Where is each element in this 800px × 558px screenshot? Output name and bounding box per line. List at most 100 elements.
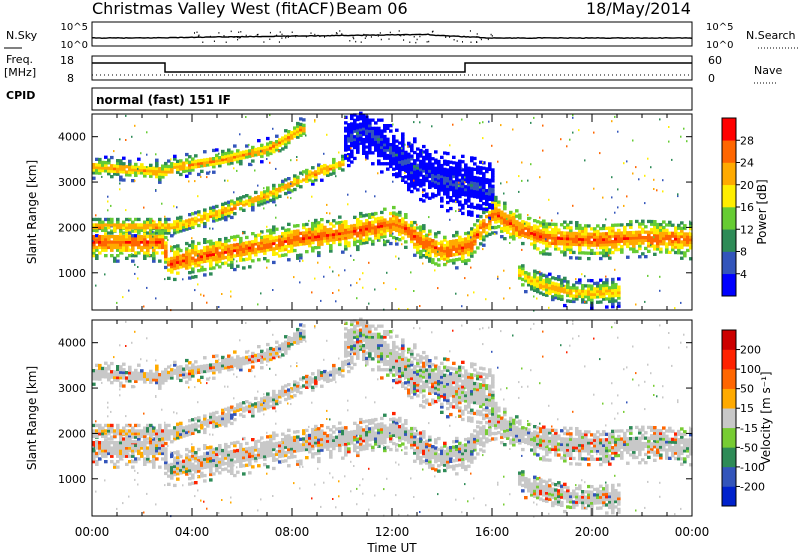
power-cell [380,170,384,173]
power-scatter-cell [473,244,475,246]
vel-scatter-cell [230,502,232,504]
noise-search-dot [276,35,277,37]
vel-cell [119,382,123,385]
noise-search-dot [457,40,458,42]
noise-search-dot [428,41,429,43]
vel-scatter-cell [236,466,238,468]
power-scatter-cell [509,287,511,289]
power-cell [371,162,375,165]
power-scatter-cell [542,125,544,127]
power-scatter-cell [407,146,409,148]
power-scatter-cell [296,156,298,158]
vel-scatter-cell [200,472,202,474]
power-scatter-cell [521,162,523,164]
noise-search-dot [234,36,235,38]
noise-right-tick-top: 10^5 [706,22,733,33]
power-cell [491,168,495,171]
noise-search-dot [263,41,264,43]
power-scatter-cell [134,264,136,266]
power-scatter-cell [344,116,346,118]
power-cell [257,139,261,142]
power-cell [611,251,615,254]
vel-cell [104,362,108,365]
power-cell [350,150,354,153]
power-cell [233,144,237,147]
power-scatter-cell [146,131,148,133]
vel-scatter-cell [191,443,193,445]
vel-scatter-cell [119,394,121,396]
power-scatter-cell [668,126,670,128]
noise-search-dot [427,41,428,43]
power-scatter-cell [497,276,499,278]
noise-search-dot [257,34,258,36]
power-scatter-cell [254,170,256,172]
power-cell [575,221,579,224]
power-scatter-cell [404,144,406,146]
power-scatter-cell [329,212,331,214]
power-cell [572,251,576,254]
power-scatter-cell [359,141,361,143]
power-cell [638,255,642,258]
power-cell [332,225,336,228]
power-scatter-cell [668,141,670,143]
power-scatter-cell [341,221,343,223]
power-scatter-cell [404,172,406,174]
noise-search-dot [399,34,400,36]
vel-scatter-cell [263,393,265,395]
power-scatter-cell [389,148,391,150]
power-cell [302,118,306,121]
noise-search-dot [366,36,367,38]
power-cell [164,241,168,244]
power-scatter-cell [269,162,271,164]
noise-search-dot [274,36,275,38]
vel-scatter-cell [224,363,226,365]
power-scatter-cell [137,168,139,170]
power-scatter-cell [677,195,679,197]
vel-scatter-cell [248,350,250,352]
vel-cell [203,474,207,477]
power-cell [401,236,405,239]
cpid-value: normal (fast) 151 IF [96,93,231,107]
power-scatter-cell [95,285,97,287]
noise-search-dot [226,42,227,44]
vel-scatter-cell [149,460,151,462]
vel-cell [233,474,237,477]
vel-scatter-cell [167,445,169,447]
power-scatter-cell [683,227,685,229]
noise-search-dot [470,30,471,32]
power-cell [212,266,216,269]
power-scatter-cell [224,180,226,182]
colorbar-tick-label: 28 [740,134,754,147]
power-scatter-cell [521,180,523,182]
power-scatter-cell [188,180,190,182]
noise-search-dot [295,36,296,38]
power-scatter-cell [395,288,397,290]
power-scatter-cell [332,292,334,294]
power-cell [203,208,207,211]
power-scatter-cell [326,204,328,206]
power-scatter-cell [335,300,337,302]
power-scatter-cell [395,256,397,258]
power-cell [494,196,498,199]
vel-scatter-cell [188,431,190,433]
vel-cell [185,381,189,384]
power-cell [587,257,591,260]
power-scatter-cell [419,121,421,123]
vel-cell [158,424,162,427]
vel-scatter-cell [125,345,127,347]
vel-scatter-cell [161,409,163,411]
power-cell [503,237,507,240]
power-scatter-cell [299,281,301,283]
power-cell [242,209,246,212]
power-cell [320,218,324,221]
colorbar-swatch [722,274,736,297]
power-cell [347,164,351,167]
power-scatter-cell [236,170,238,172]
power-cell [404,240,408,243]
vel-scatter-cell [182,484,184,486]
power-scatter-cell [167,239,169,241]
power-scatter-cell [209,171,211,173]
power-scatter-cell [356,229,358,231]
vel-scatter-cell [173,440,175,442]
power-scatter-cell [188,277,190,279]
